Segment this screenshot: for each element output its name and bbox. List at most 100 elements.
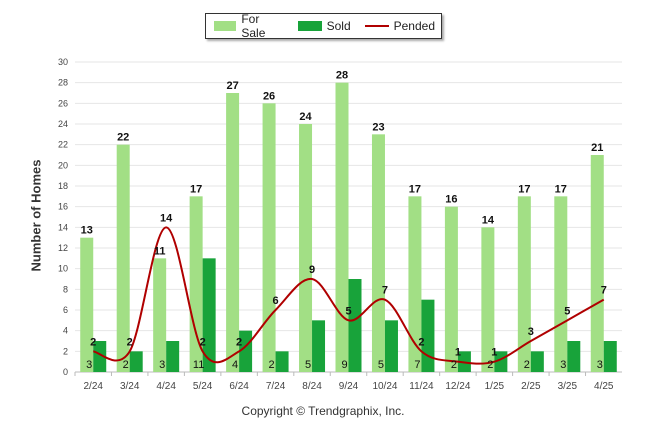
data-label-for-sale: 23 — [372, 121, 384, 133]
data-label-sold: 3 — [597, 359, 603, 371]
data-label-pended: 7 — [382, 285, 388, 297]
data-label-for-sale: 27 — [226, 80, 238, 92]
legend-line-pended — [364, 25, 389, 27]
data-label-sold: 2 — [487, 359, 493, 371]
y-tick-label: 20 — [58, 160, 68, 170]
data-label-pended: 14 — [160, 212, 173, 224]
bar-sold — [384, 320, 398, 372]
data-label-sold: 2 — [451, 359, 457, 371]
legend-item-for-sale: For Sale — [214, 12, 284, 40]
bar-for-sale — [153, 258, 167, 372]
data-label-for-sale: 26 — [263, 90, 275, 102]
data-label-pended: 5 — [564, 305, 570, 317]
bar-sold — [603, 341, 617, 372]
y-tick-label: 8 — [63, 284, 68, 294]
y-tick-label: 6 — [63, 305, 68, 315]
data-label-sold: 5 — [305, 359, 311, 371]
data-label-for-sale: 17 — [555, 183, 567, 195]
bar-sold — [166, 341, 180, 372]
data-label-sold: 2 — [524, 359, 530, 371]
data-label-for-sale: 24 — [299, 111, 312, 123]
y-tick-label: 14 — [58, 222, 68, 232]
data-label-pended: 1 — [455, 347, 461, 359]
legend-label-pended: Pended — [393, 19, 435, 33]
bar-for-sale — [517, 196, 531, 372]
bar-for-sale — [335, 82, 349, 373]
x-tick-label: 4/25 — [594, 381, 614, 392]
bar-sold — [239, 330, 253, 372]
data-label-for-sale: 16 — [445, 194, 457, 206]
line-pended — [92, 226, 605, 365]
x-tick-label: 4/24 — [156, 381, 176, 392]
bar-sold — [93, 341, 107, 372]
x-tick-label: 6/24 — [229, 381, 249, 392]
y-tick-label: 12 — [58, 243, 68, 253]
data-label-sold: 2 — [269, 359, 275, 371]
data-label-sold: 11 — [193, 359, 204, 371]
y-tick-label: 24 — [58, 119, 68, 129]
data-label-sold: 3 — [560, 359, 566, 371]
y-tick-label: 30 — [58, 57, 68, 67]
x-tick-label: 12/24 — [445, 381, 470, 392]
y-tick-label: 2 — [63, 346, 68, 356]
x-tick-label: 8/24 — [302, 381, 322, 392]
legend-swatch-sold — [297, 21, 322, 31]
y-tick-label: 10 — [58, 264, 68, 274]
legend-item-pended: Pended — [364, 19, 435, 33]
data-label-for-sale: 17 — [409, 183, 421, 195]
data-label-sold: 3 — [86, 359, 92, 371]
y-tick-label: 22 — [58, 140, 68, 150]
data-label-sold: 4 — [232, 359, 238, 371]
data-label-pended: 2 — [418, 336, 424, 348]
legend-swatch-for-sale — [214, 21, 237, 31]
bar-for-sale — [371, 134, 385, 372]
y-tick-label: 0 — [63, 367, 68, 377]
legend-label-for-sale: For Sale — [241, 12, 266, 40]
data-label-pended: 3 — [528, 326, 534, 338]
data-label-pended: 2 — [236, 336, 242, 348]
x-tick-label: 3/25 — [558, 381, 578, 392]
y-axis-title: Number of Homes — [28, 159, 44, 272]
bar-for-sale — [481, 227, 495, 372]
bar-for-sale — [408, 196, 422, 372]
x-tick-label: 7/24 — [266, 381, 286, 392]
y-tick-label: 4 — [63, 326, 68, 336]
data-label-sold: 2 — [123, 359, 129, 371]
x-tick-label: 10/24 — [372, 381, 397, 392]
x-tick-label: 1/25 — [485, 381, 505, 392]
data-label-pended: 9 — [309, 264, 315, 276]
data-label-pended: 5 — [345, 305, 351, 317]
data-label-sold: 7 — [414, 359, 420, 371]
data-label-pended: 2 — [127, 336, 133, 348]
bar-sold — [348, 279, 362, 372]
y-tick-label: 28 — [58, 78, 68, 88]
data-label-pended: 2 — [200, 336, 206, 348]
bar-for-sale — [189, 196, 203, 372]
x-tick-label: 9/24 — [339, 381, 359, 392]
x-tick-label: 5/24 — [193, 381, 213, 392]
bar-sold — [312, 320, 326, 372]
data-label-for-sale: 13 — [81, 225, 93, 237]
legend: For Sale Sold Pended — [205, 12, 442, 40]
data-label-pended: 1 — [491, 347, 497, 359]
bar-sold — [202, 258, 216, 372]
data-label-for-sale: 21 — [591, 142, 603, 154]
bar-for-sale — [262, 103, 276, 372]
bar-for-sale — [590, 155, 604, 372]
bar-sold — [567, 341, 581, 372]
x-tick-label: 11/24 — [409, 381, 434, 392]
data-label-for-sale: 11 — [154, 245, 166, 257]
data-label-pended: 6 — [273, 295, 279, 307]
data-label-for-sale: 17 — [190, 183, 202, 195]
data-label-pended: 7 — [601, 285, 607, 297]
data-label-sold: 5 — [378, 359, 384, 371]
y-tick-label: 16 — [58, 202, 68, 212]
data-label-for-sale: 17 — [518, 183, 530, 195]
data-label-sold: 9 — [341, 359, 347, 371]
legend-label-sold: Sold — [326, 19, 351, 33]
x-tick-label: 3/24 — [120, 381, 140, 392]
bar-sold — [275, 351, 289, 372]
legend-item-sold: Sold — [297, 19, 351, 33]
data-label-for-sale: 28 — [336, 70, 348, 82]
